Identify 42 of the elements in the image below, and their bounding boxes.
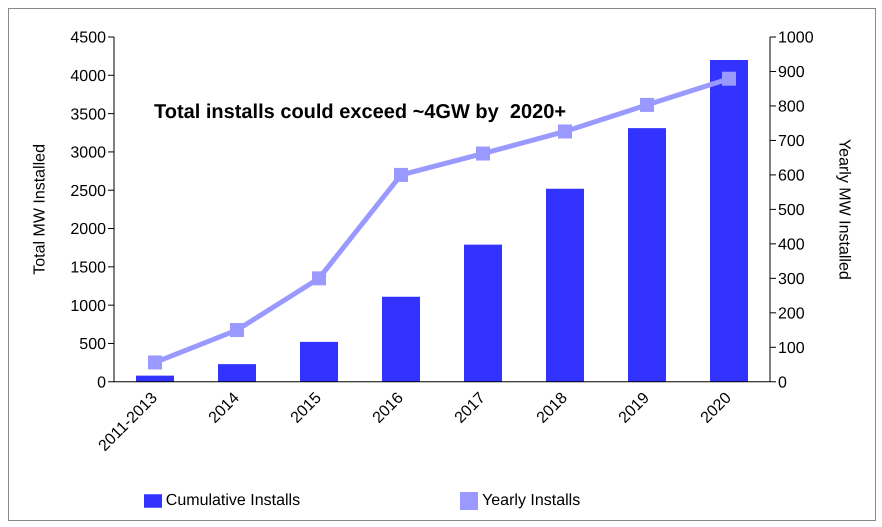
y2-tick-label: 500 <box>778 202 805 220</box>
annotation: Total installs could exceed ~4GW by 2020+ <box>154 101 566 124</box>
bar <box>382 296 420 382</box>
y2-tick-label: 400 <box>778 236 805 254</box>
y2-tick-label: 800 <box>778 98 805 116</box>
bar <box>218 364 256 382</box>
y2-tick-label: 600 <box>778 168 805 185</box>
legend-label: Cumulative Installs <box>166 492 300 509</box>
point <box>476 146 490 161</box>
y2-tick-label: 0 <box>778 374 787 392</box>
y2-tick-label: 1000 <box>778 30 814 47</box>
y-tick-label: 2000 <box>70 221 106 238</box>
point <box>312 271 326 286</box>
point <box>394 168 408 182</box>
bar <box>464 244 502 382</box>
point <box>640 98 654 112</box>
bar <box>628 128 666 382</box>
point <box>230 323 244 338</box>
y-tick-label: 2500 <box>70 182 106 200</box>
y-tick-label: 4000 <box>70 68 106 85</box>
y-axis-title: Total MW Installed <box>32 144 49 275</box>
y2-tick-label: 700 <box>778 133 805 150</box>
y2-tick-label: 900 <box>778 64 805 82</box>
bar <box>300 342 338 382</box>
y-tick-label: 0 <box>97 374 106 392</box>
y2-axis-title: Yearly MW Installed <box>835 138 852 280</box>
point <box>148 355 162 370</box>
point <box>558 124 572 138</box>
bar <box>710 60 748 382</box>
y2-tick-label: 300 <box>778 271 805 288</box>
bar <box>546 188 584 382</box>
y-tick-label: 1500 <box>70 260 106 277</box>
y2-tick-label: 200 <box>778 305 805 322</box>
y-tick-label: 3000 <box>70 144 106 162</box>
y-tick-label: 4500 <box>70 30 106 47</box>
y-tick-label: 500 <box>79 336 106 354</box>
legend-label: Yearly Installs <box>482 492 580 509</box>
bar <box>136 376 174 382</box>
point <box>722 72 736 86</box>
y-tick-label: 3500 <box>70 106 106 124</box>
y-tick-label: 1000 <box>70 298 106 315</box>
y2-tick-label: 100 <box>778 340 805 357</box>
